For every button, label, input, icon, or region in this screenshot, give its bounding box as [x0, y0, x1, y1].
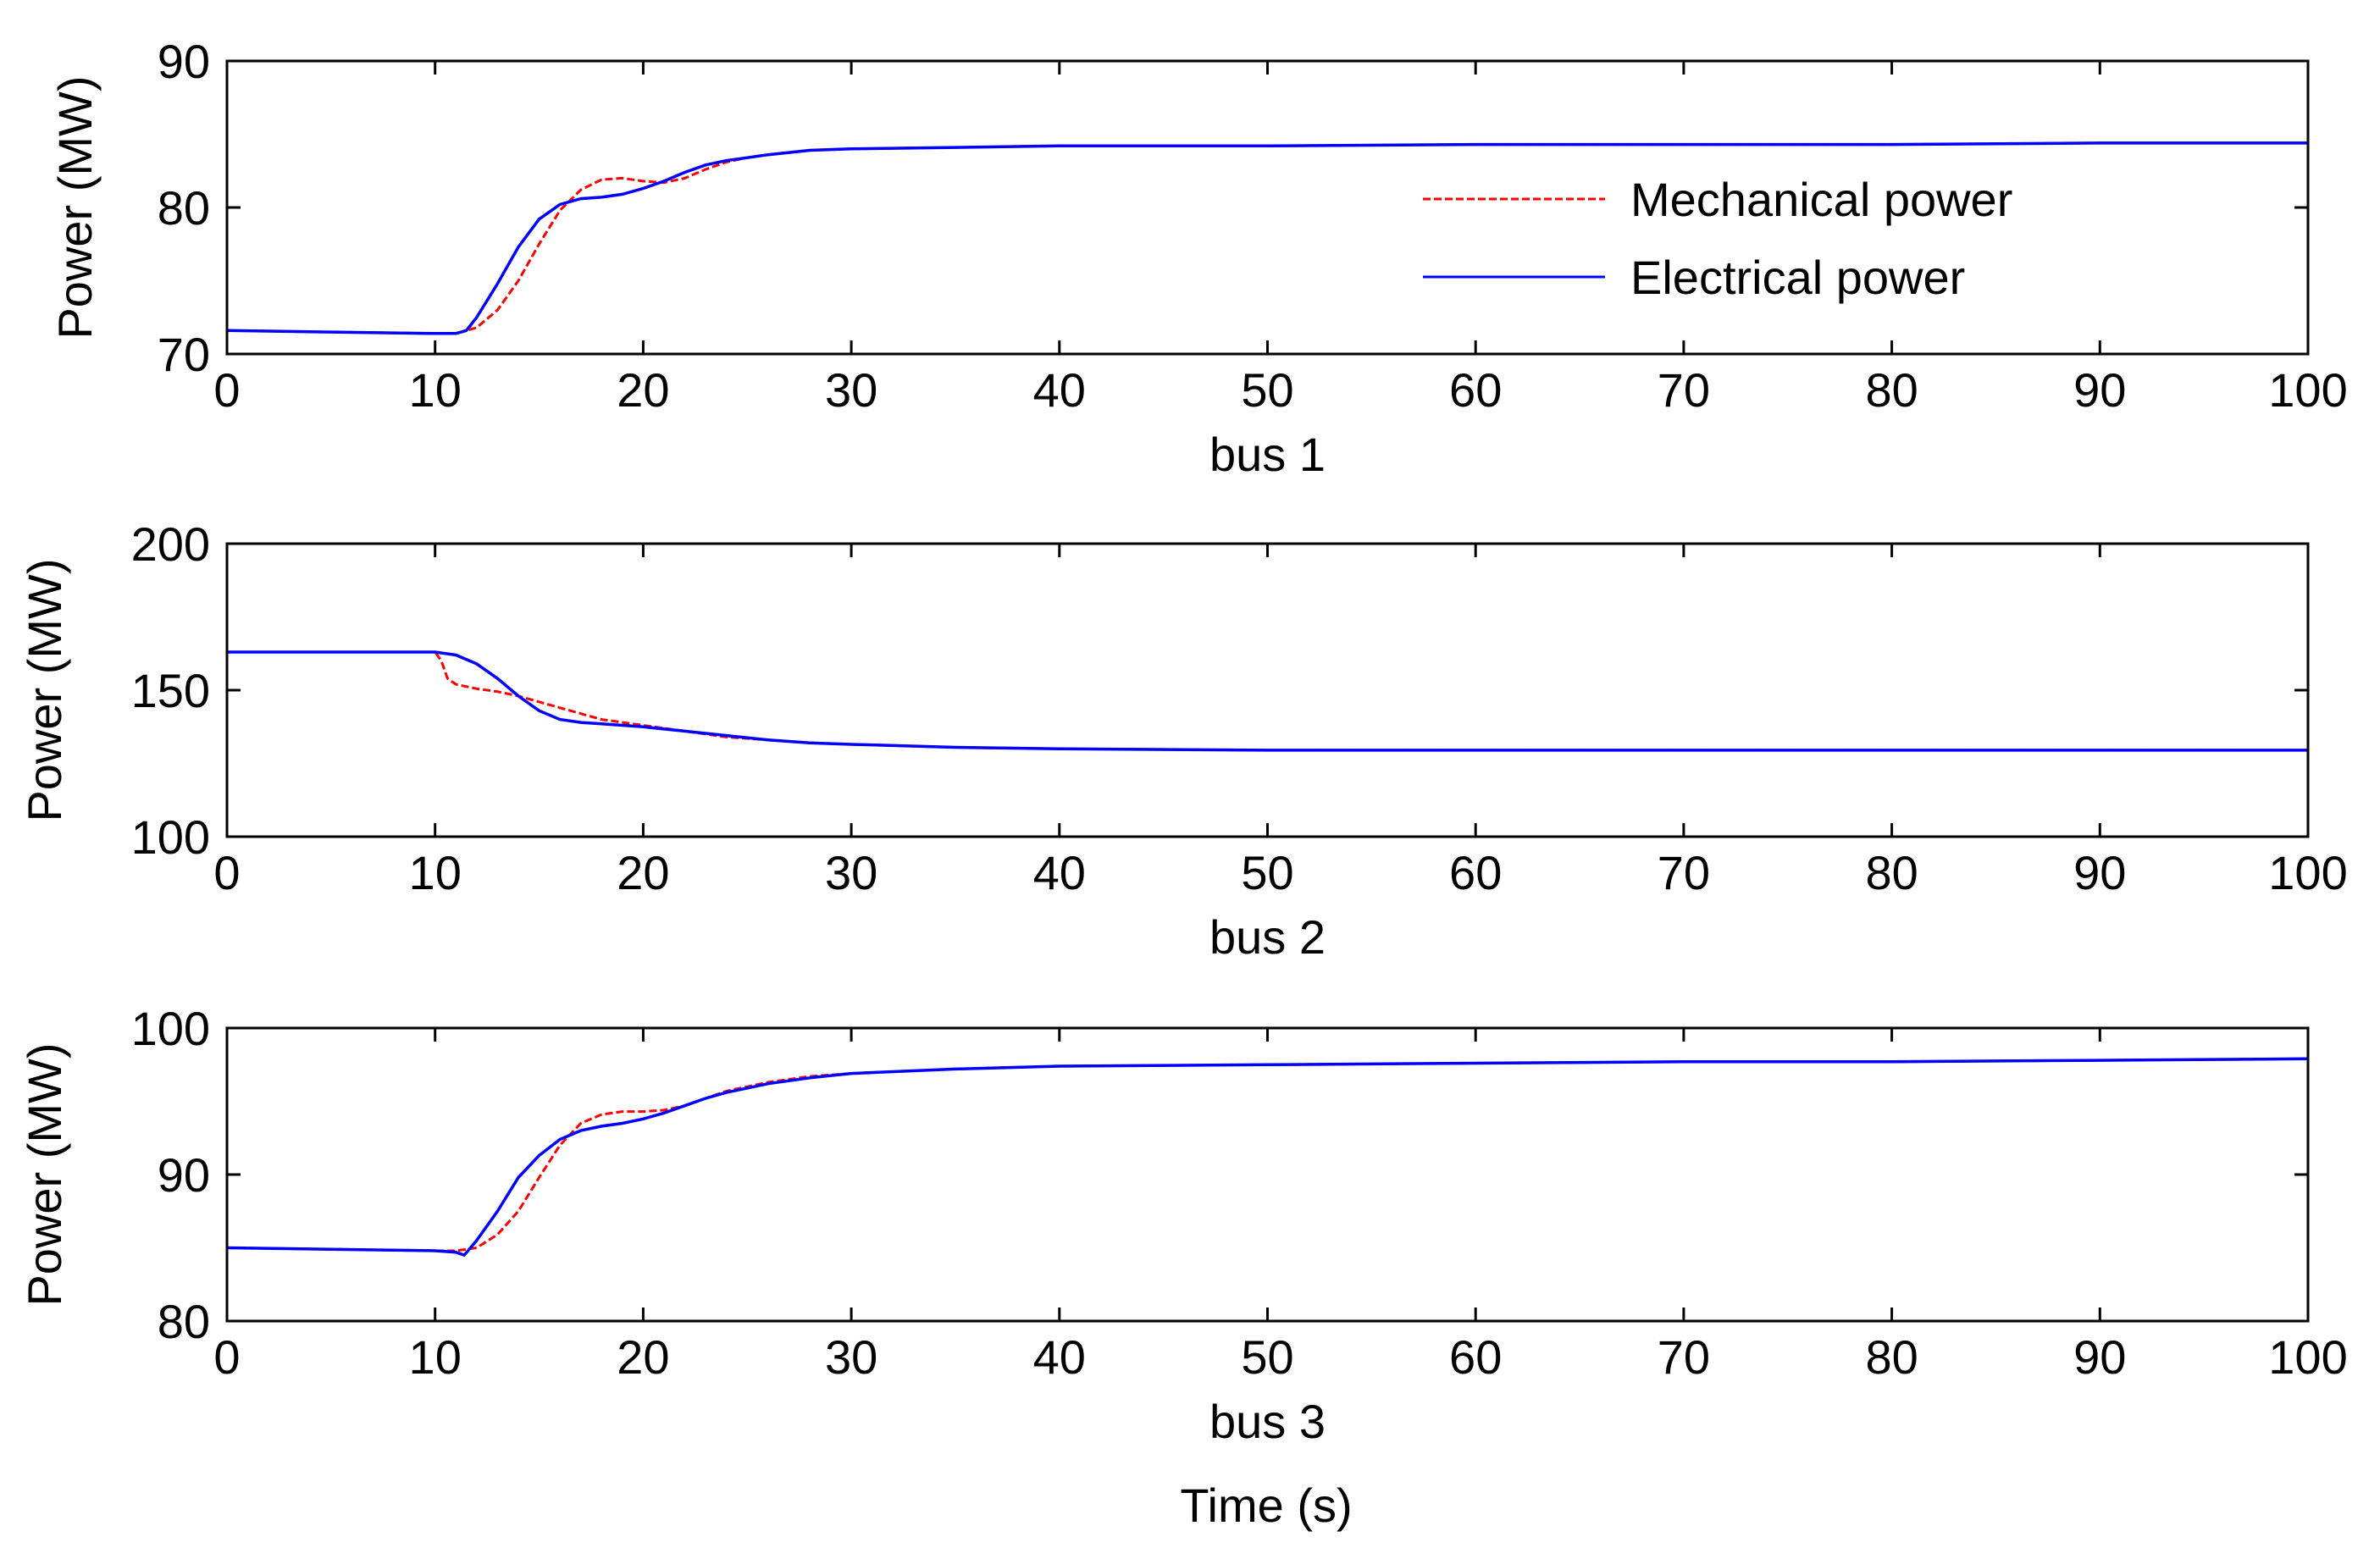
legend-label-electrical: Electrical power [1630, 251, 1965, 304]
x-tick-label: 50 [1241, 1330, 1293, 1384]
x-tick-label: 100 [2268, 846, 2347, 899]
x-tick-label: 70 [1658, 1330, 1710, 1384]
x-tick-label: 70 [1658, 846, 1710, 899]
x-axis-label: bus 3 [1209, 1395, 1326, 1448]
figure-x-axis-label: Time (s) [1180, 1479, 1352, 1532]
y-tick-label: 90 [158, 35, 210, 88]
x-tick-label: 60 [1449, 846, 1502, 899]
x-tick-label: 40 [1033, 363, 1086, 417]
y-tick-label: 200 [131, 517, 210, 571]
y-axis-label: Power (MW) [18, 558, 71, 821]
x-tick-label: 30 [825, 846, 877, 899]
y-tick-label: 100 [131, 810, 210, 864]
x-tick-label: 90 [2073, 846, 2126, 899]
x-tick-label: 40 [1033, 1330, 1086, 1384]
x-tick-label: 60 [1449, 363, 1502, 417]
series-line-electrical [227, 141, 2308, 335]
series-line-mechanical [227, 141, 2308, 335]
x-tick-label: 30 [825, 363, 877, 417]
x-axis-label: bus 2 [1209, 910, 1326, 964]
x-tick-label: 60 [1449, 1330, 1502, 1384]
y-tick-label: 100 [131, 1002, 210, 1055]
x-axis-label: bus 1 [1209, 428, 1326, 481]
x-tick-label: 90 [2073, 363, 2126, 417]
y-axis-label: Power (MW) [18, 1042, 71, 1306]
x-tick-label: 100 [2268, 363, 2347, 417]
x-tick-label: 80 [1865, 846, 1918, 899]
x-tick-label: 80 [1865, 363, 1918, 417]
x-tick-label: 100 [2268, 1330, 2347, 1384]
x-tick-label: 30 [825, 1330, 877, 1384]
x-tick-label: 90 [2073, 1330, 2126, 1384]
y-tick-label: 150 [131, 664, 210, 717]
y-tick-label: 80 [158, 1295, 210, 1348]
panel-3: 0 10 20 30 40 50 60 70 80 90 100 80 90 100 bus 3 Power … [18, 1002, 2348, 1448]
y-tick-label: 80 [158, 181, 210, 235]
x-tick-label: 20 [617, 1330, 669, 1384]
x-tick-label: 0 [213, 1330, 240, 1384]
x-tick-label: 10 [409, 363, 462, 417]
x-tick-label: 80 [1865, 1330, 1918, 1384]
x-tick-label: 10 [409, 846, 462, 899]
legend-label-mechanical: Mechanical power [1630, 173, 2012, 226]
x-tick-label: 20 [617, 846, 669, 899]
x-tick-label: 50 [1241, 363, 1293, 417]
panel-2: 0 10 20 30 40 50 60 70 80 90 100 100 150 200 bus 2 Powe… [18, 517, 2348, 964]
series-line-electrical [227, 1057, 2308, 1258]
legend: Mechanical power Electrical power [1423, 173, 2012, 304]
x-tick-label: 20 [617, 363, 669, 417]
x-tick-label: 0 [213, 363, 240, 417]
y-tick-label: 90 [158, 1148, 210, 1202]
x-tick-label: 70 [1658, 363, 1710, 417]
panel-1: 0 10 20 30 40 50 60 70 80 90 100 70 80 90 bus 1 Power (… [48, 35, 2348, 481]
x-tick-label: 0 [213, 846, 240, 899]
x-tick-label: 10 [409, 1330, 462, 1384]
y-tick-label: 70 [158, 328, 210, 381]
x-tick-label: 50 [1241, 846, 1293, 899]
x-tick-label: 40 [1033, 846, 1086, 899]
series-line-electrical [227, 650, 2308, 752]
y-axis-label: Power (MW) [48, 75, 102, 339]
